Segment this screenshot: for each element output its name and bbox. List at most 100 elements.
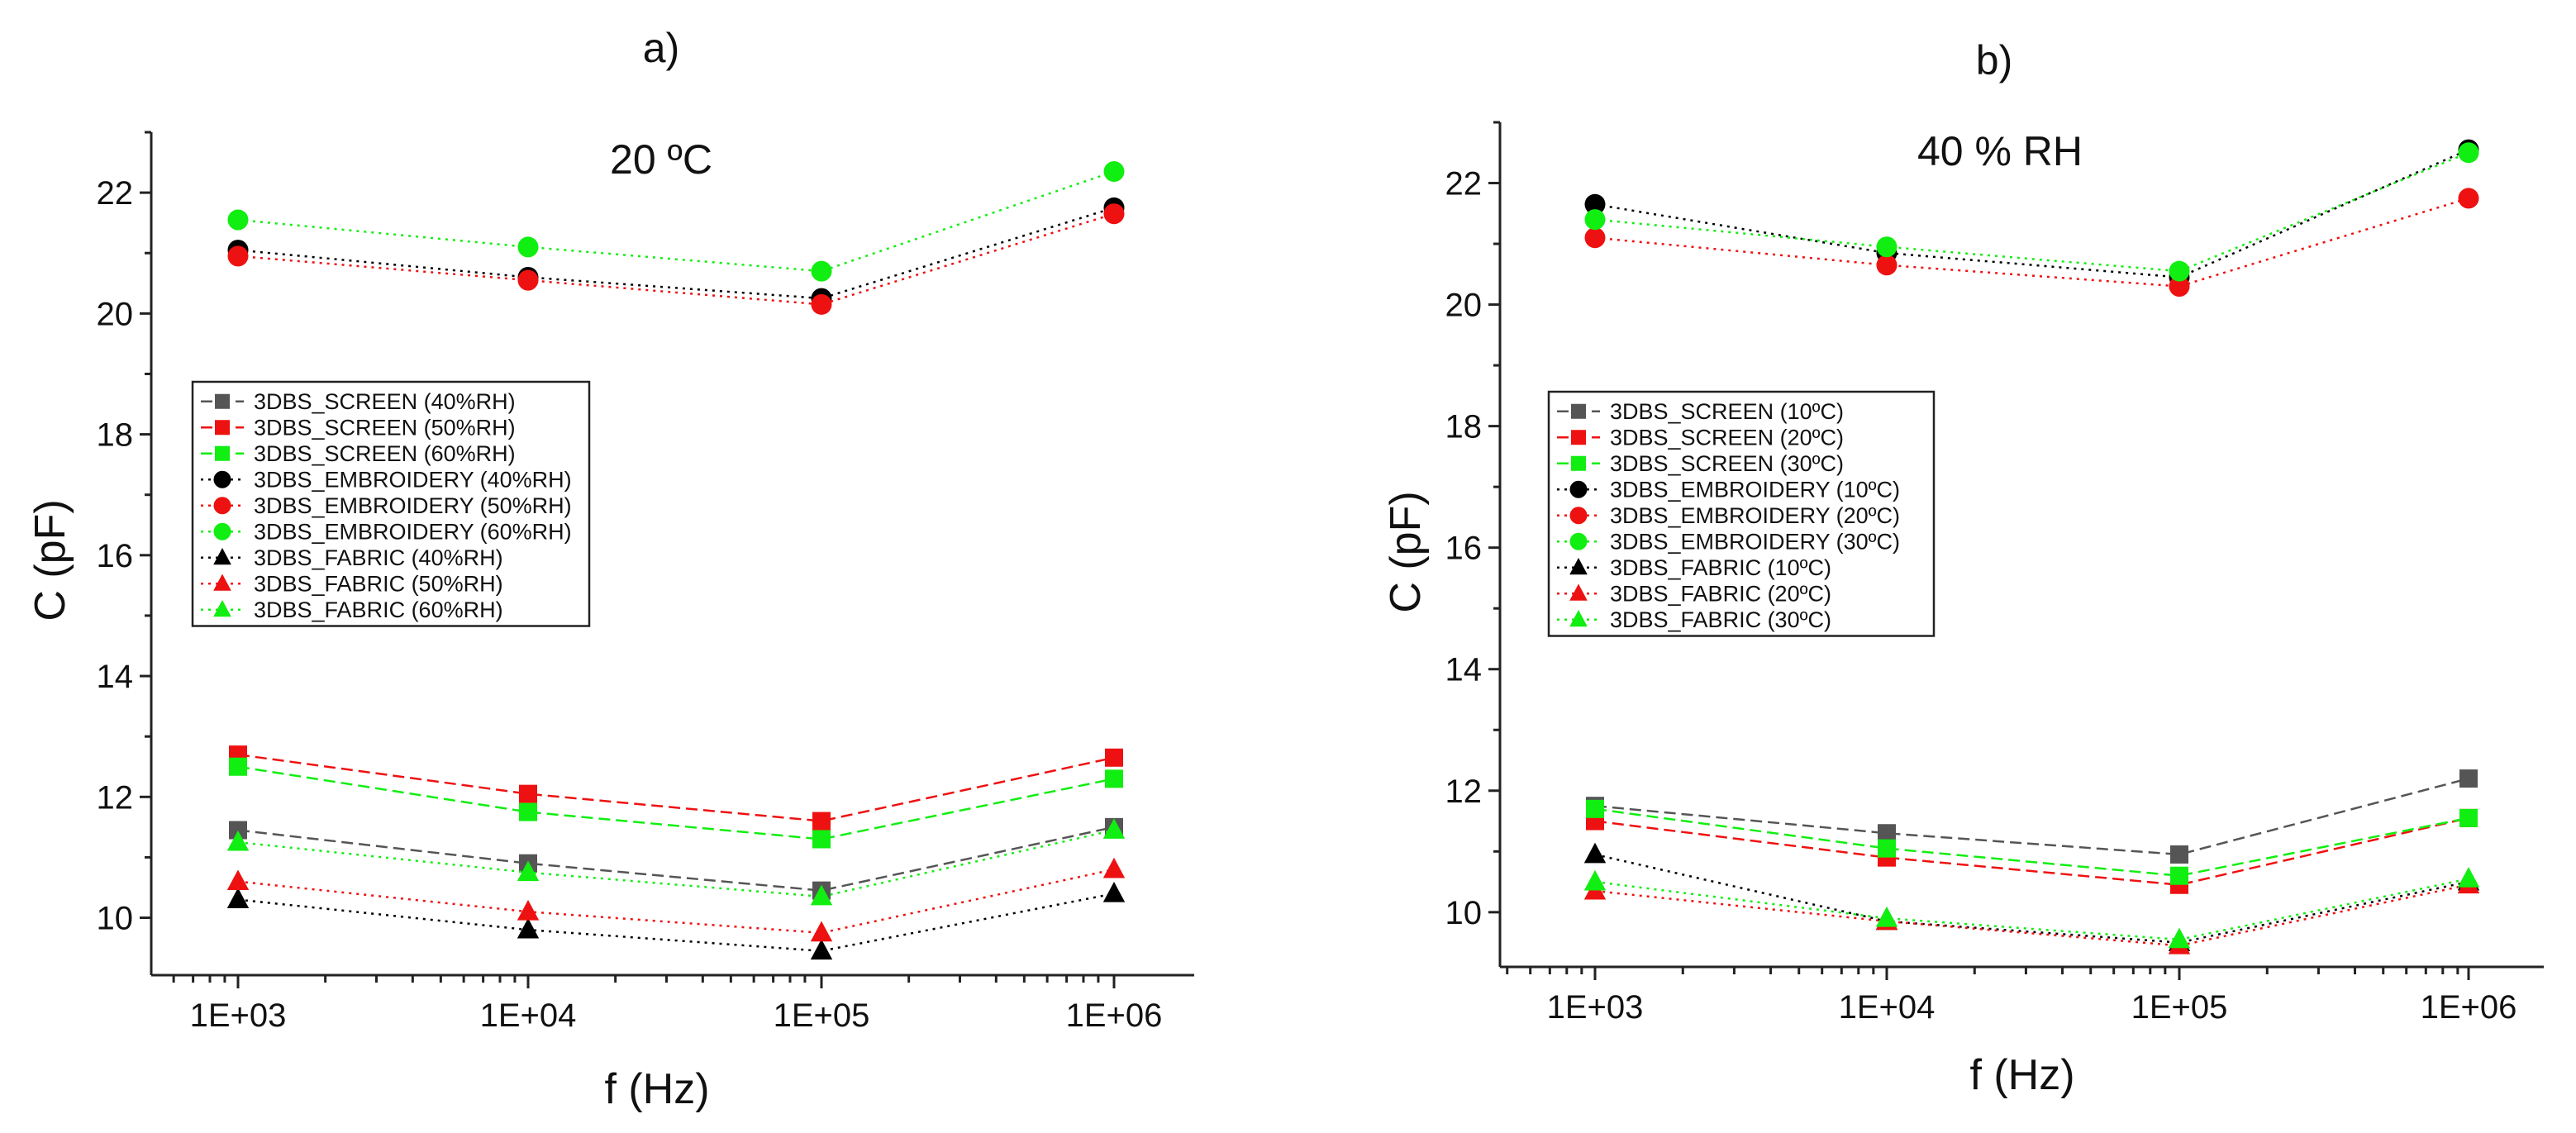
series [226,857,1126,942]
data-point [2457,867,2480,888]
series-line [1594,878,2469,941]
data-point [812,812,831,831]
data-point [812,830,831,849]
legend-label: 3DBS_SCREEN (20ºC) [1610,425,1844,450]
y-tick-label: 22 [1445,166,1483,202]
series-line [1594,197,2469,288]
data-point [1878,824,1896,843]
series [1584,142,2479,282]
panel-label: a) [643,25,679,71]
legend-marker [1571,455,1586,471]
legend-marker [213,574,231,591]
series-line [237,170,1115,273]
legend: 3DBS_SCREEN (10ºC)3DBS_SCREEN (20ºC)3DBS… [1547,390,1936,637]
series [229,757,1123,849]
data-point [2170,866,2188,885]
data-point [1103,203,1125,225]
data-point [1105,769,1123,788]
legend-marker [1569,507,1588,525]
y-tick-label: 14 [1445,652,1483,688]
data-point [811,293,832,315]
legend-marker [215,393,230,409]
series-line [1594,151,2469,273]
series [1586,769,2478,864]
legend-marker [213,522,231,540]
legend-label: 3DBS_EMBROIDERY (30ºC) [1610,529,1900,554]
series-line [1594,777,2469,856]
legend-label: 3DBS_EMBROIDERY (10ºC) [1610,477,1900,502]
data-point [1878,839,1896,858]
legend-marker [1569,610,1588,627]
legend-label: 3DBS_FABRIC (50%RH) [254,571,503,596]
legend-marker [213,470,231,488]
data-point [517,899,540,921]
data-point [1583,869,1607,891]
panel-label: b) [1976,37,2012,83]
legend-marker [215,420,230,436]
y-tick-label: 18 [1445,409,1483,445]
data-point [810,884,833,906]
data-point [227,209,249,231]
series [1583,842,2480,951]
data-point [1105,748,1123,767]
data-point [1584,193,1606,215]
series [226,881,1126,960]
y-tick-label: 12 [1445,774,1483,810]
legend-marker [1569,558,1588,575]
data-point [1103,161,1125,183]
x-tick-label: 1E+06 [1066,997,1163,1034]
series-line [1594,883,2469,947]
legend-label: 3DBS_SCREEN (40%RH) [254,389,516,414]
data-point [229,821,247,840]
legend-marker [1569,583,1588,601]
x-tick-label: 1E+05 [774,997,870,1034]
y-tick-label: 18 [97,417,134,454]
series-line [237,826,1115,892]
y-tick-label: 14 [97,659,134,695]
series [1583,867,2480,949]
y-tick-label: 16 [97,538,134,574]
legend-marker [213,548,231,565]
data-point [226,830,250,851]
data-point [2459,808,2478,827]
chart-panel-b: b) 40 % RH f (Hz) C (pF) 101214161820221… [1382,37,2544,1099]
y-tick-label: 20 [1445,288,1483,324]
data-point [1875,906,1898,927]
data-point [1102,818,1126,839]
data-point [517,860,540,882]
legend-label: 3DBS_EMBROIDERY (50%RH) [254,493,572,518]
data-point [2169,276,2190,298]
legend-label: 3DBS_SCREEN (30ºC) [1610,451,1844,476]
data-point [226,888,250,908]
legend-label: 3DBS_SCREEN (50%RH) [254,415,516,440]
series [1586,799,2478,885]
data-point [227,245,249,267]
data-point [2458,188,2479,209]
series-line [1594,816,2469,887]
series [227,203,1125,315]
x-tick-label: 1E+03 [1547,989,1644,1026]
data-point [1102,857,1126,878]
data-point [519,784,537,803]
legend: 3DBS_SCREEN (40%RH)3DBS_SCREEN (50%RH) 3D… [191,380,591,627]
y-tick-label: 22 [97,175,134,212]
series-line [237,753,1115,822]
data-point [517,917,540,939]
series [1584,188,2479,298]
condition-title: 20 ºC [610,136,712,183]
data-point [1876,236,1897,258]
x-tick-label: 1E+06 [2421,989,2517,1026]
data-point [810,939,833,960]
data-point [2168,927,2191,949]
data-point [2458,142,2479,164]
data-point [810,921,833,942]
legend-label: 3DBS_FABRIC (60%RH) [254,597,503,622]
legend-label: 3DBS_EMBROIDERY (40%RH) [254,467,572,492]
series [227,161,1125,282]
legend-label: 3DBS_EMBROIDERY (60%RH) [254,519,572,544]
legend-marker [1569,532,1588,550]
legend-label: 3DBS_FABRIC (30ºC) [1610,607,1831,632]
series [226,818,1126,906]
series-line [1594,853,2469,944]
